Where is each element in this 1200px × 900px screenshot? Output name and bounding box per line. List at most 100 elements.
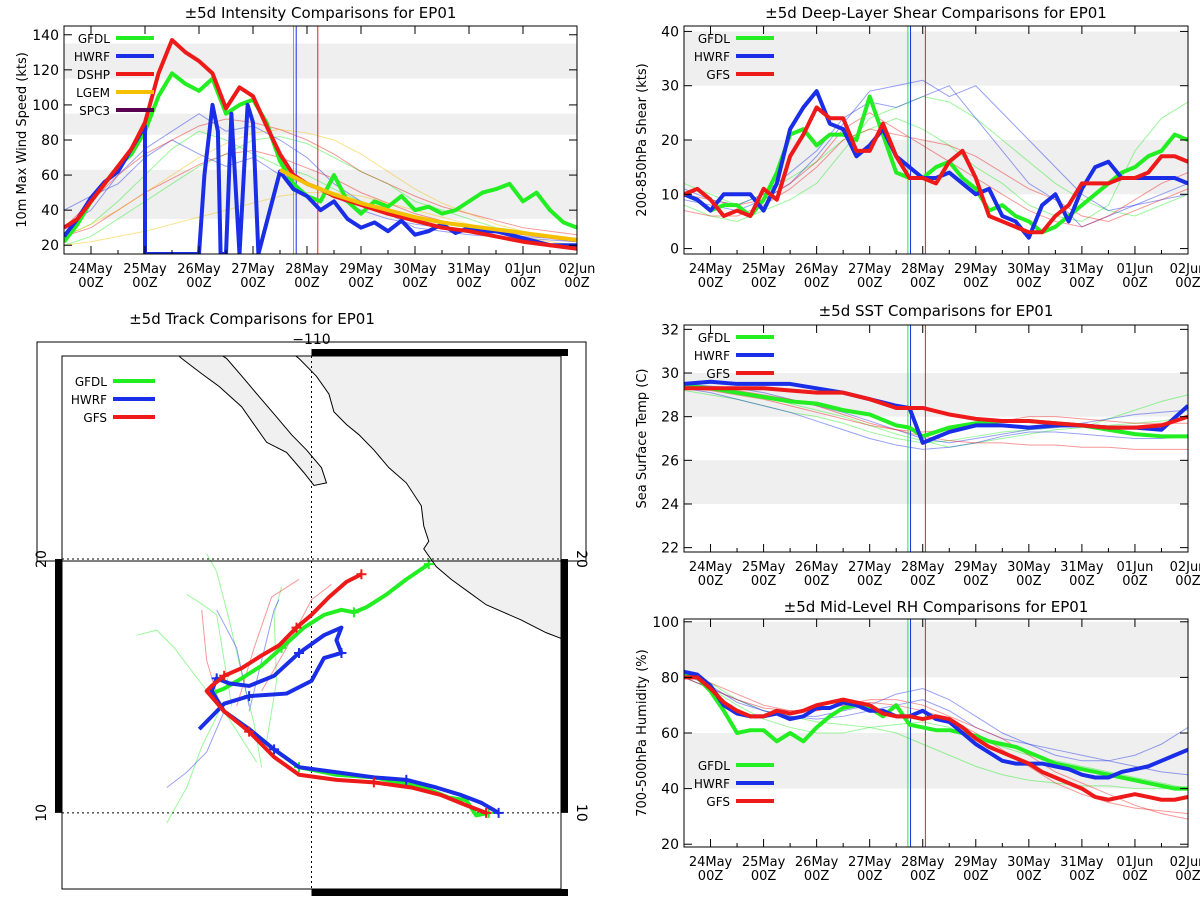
chart-sst: 22242628303224May00Z25May00Z26May00Z27Ma…: [635, 302, 1200, 589]
track-marker-hwrf: [493, 807, 504, 818]
series-line-hwrf: [684, 89, 1188, 240]
shade-band-0: [684, 733, 1188, 789]
x-tick-label-hour: 00Z: [857, 276, 883, 291]
track-marker-gfs: [356, 569, 367, 580]
track-marker-gfs: [244, 726, 255, 737]
legend-label: GFDL: [698, 331, 730, 345]
x-tick-label-hour: 00Z: [402, 276, 428, 291]
x-tick-label-hour: 00Z: [78, 276, 104, 291]
x-tick-label: 24May: [689, 560, 733, 575]
y-tick-label: 40: [661, 24, 679, 40]
legend: GFDL HWRF GFS: [694, 759, 774, 809]
x-tick-label: 28May: [285, 262, 329, 277]
x-tick-label-hour: 00Z: [751, 869, 777, 884]
x-tick-label: 24May: [689, 262, 733, 277]
x-tick-label: 27May: [231, 262, 275, 277]
chart-title: ±5d Deep-Layer Shear Comparisons for EP0…: [765, 4, 1107, 22]
x-tick-label-hour: 00Z: [1122, 276, 1148, 291]
x-tick-label-hour: 00Z: [804, 276, 830, 291]
x-tick-label-hour: 00Z: [910, 869, 936, 884]
baja-peninsula-landmass: [178, 356, 328, 486]
member-track-3: [166, 706, 223, 824]
series-line-gfs: [684, 675, 1188, 802]
x-tick-label: 30May: [1007, 560, 1051, 575]
lat-label-left: 10: [34, 804, 50, 822]
y-tick-label: 80: [41, 133, 59, 149]
x-tick-label-hour: 00Z: [963, 276, 989, 291]
chart-title: ±5d Mid-Level RH Comparisons for EP01: [784, 598, 1089, 616]
y-tick-label: 28: [661, 410, 679, 426]
y-tick-label: 24: [661, 497, 679, 513]
track-marker-hwrf: [294, 647, 305, 658]
legend: GFDL HWRF GFS: [694, 331, 774, 381]
y-tick-label: 60: [41, 168, 59, 184]
x-tick-label-hour: 00Z: [963, 869, 989, 884]
x-tick-label-hour: 00Z: [1016, 869, 1042, 884]
y-tick-label: 40: [661, 782, 679, 798]
track-marker-gfs: [291, 622, 302, 633]
y-tick-label: 22: [661, 541, 679, 557]
track-marker-gfs: [368, 777, 379, 788]
legend-label: HWRF: [71, 393, 107, 407]
x-tick-label: 26May: [795, 855, 839, 870]
member-line-6: [64, 128, 577, 243]
legend: GFDL HWRF DSHP LGEM SPC3: [74, 32, 154, 118]
y-tick-label: 140: [32, 28, 59, 44]
x-tick-label-hour: 00Z: [1175, 869, 1200, 884]
mainland-landmass: [294, 356, 561, 639]
x-tick-label-hour: 00Z: [698, 276, 724, 291]
x-tick-label-hour: 00Z: [294, 276, 320, 291]
legend-label: DSHP: [77, 68, 110, 82]
x-tick-label-hour: 00Z: [751, 574, 777, 589]
legend-label: LGEM: [76, 86, 110, 100]
x-tick-label-hour: 00Z: [510, 276, 536, 291]
y-tick-label: 30: [661, 366, 679, 382]
border-segment: [55, 559, 62, 813]
border-segment: [561, 559, 568, 813]
y-tick-label: 100: [652, 615, 679, 631]
shade-band-1: [64, 113, 577, 135]
member-line-0: [64, 135, 577, 246]
y-tick-label: 20: [661, 133, 679, 149]
plot-area: [684, 619, 1188, 847]
x-tick-label-hour: 00Z: [963, 574, 989, 589]
member-track-7: [216, 609, 250, 707]
series-line-gfdl: [684, 672, 1188, 791]
x-tick-label: 31May: [1060, 855, 1104, 870]
member-line-0: [684, 96, 1188, 222]
y-tick-label: 30: [661, 79, 679, 95]
y-tick-label: 0: [670, 242, 679, 258]
x-tick-label: 26May: [795, 560, 839, 575]
x-tick-label-hour: 00Z: [857, 869, 883, 884]
legend-label: GFDL: [698, 759, 730, 773]
track-marker-hwrf: [244, 691, 255, 702]
lat-label-left: 20: [34, 550, 50, 568]
plot-area: [684, 325, 1188, 552]
x-tick-label-hour: 00Z: [910, 276, 936, 291]
y-tick-label: 60: [661, 726, 679, 742]
member-line-2: [684, 383, 1188, 444]
x-tick-label: 24May: [69, 262, 113, 277]
x-tick-label-hour: 00Z: [804, 869, 830, 884]
plot-area: [64, 26, 577, 254]
x-tick-label: 31May: [1060, 560, 1104, 575]
x-tick-label-hour: 00Z: [1175, 276, 1200, 291]
x-tick-label-hour: 00Z: [698, 574, 724, 589]
y-axis-label: 700-500hPa Humidity (%): [635, 649, 650, 816]
x-tick-label-hour: 00Z: [857, 574, 883, 589]
x-tick-label: 29May: [954, 262, 998, 277]
x-tick-label: 25May: [742, 560, 786, 575]
y-tick-label: 80: [661, 670, 679, 686]
member-line-4: [684, 674, 1188, 820]
x-tick-label-hour: 00Z: [1069, 869, 1095, 884]
x-tick-label: 01Jun: [505, 262, 542, 277]
shade-band-0: [684, 460, 1188, 504]
legend-label: GFDL: [78, 32, 110, 46]
x-tick-label-hour: 00Z: [1069, 574, 1095, 589]
legend-label: SPC3: [79, 104, 110, 118]
map-outer-frame: [36, 341, 587, 562]
x-tick-label: 28May: [901, 560, 945, 575]
series-line-gfdl: [64, 71, 577, 243]
x-tick-label-hour: 00Z: [751, 276, 777, 291]
